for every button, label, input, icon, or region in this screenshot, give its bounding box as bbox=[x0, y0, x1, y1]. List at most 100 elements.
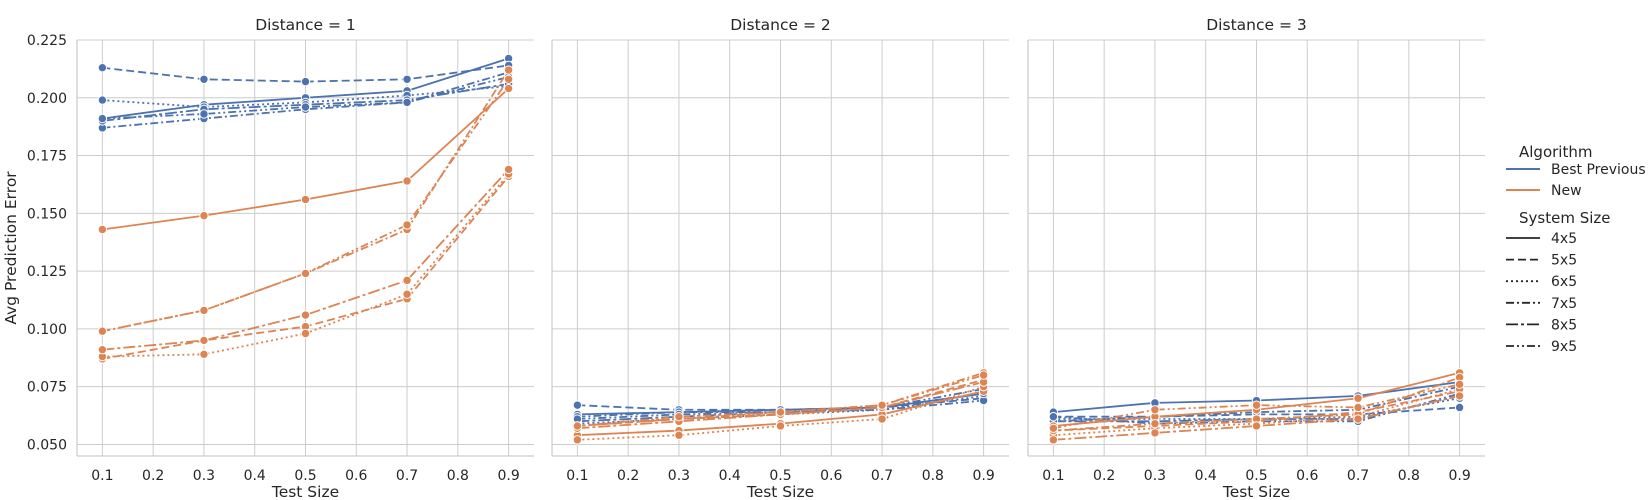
legend-item-7x5: 7x5 bbox=[1506, 296, 1577, 312]
data-point bbox=[1048, 412, 1059, 422]
x-tick-label: 0.8 bbox=[447, 468, 469, 484]
x-tick-label: 0.5 bbox=[294, 468, 316, 484]
panel-title: Distance = 3 bbox=[1206, 16, 1306, 34]
data-point bbox=[300, 194, 311, 205]
data-point bbox=[300, 76, 311, 87]
legend-item-new: New bbox=[1506, 183, 1582, 199]
y-axis-title: Avg Prediction Error bbox=[2, 171, 20, 325]
x-tick-label: 0.8 bbox=[1398, 468, 1420, 484]
data-point bbox=[1353, 393, 1363, 403]
series-markers bbox=[572, 368, 989, 445]
data-point bbox=[1251, 421, 1262, 431]
legend-item-best-previous: Best Previous bbox=[1506, 162, 1646, 178]
legend-item-5x5: 5x5 bbox=[1506, 253, 1577, 269]
data-point bbox=[1150, 428, 1160, 438]
data-point bbox=[674, 430, 684, 440]
y-tick-label: 0.200 bbox=[27, 91, 67, 107]
series-line-best-previous-8x5 bbox=[577, 392, 984, 423]
data-point bbox=[402, 275, 412, 286]
data-point bbox=[97, 224, 108, 235]
series-markers bbox=[97, 53, 514, 364]
data-point bbox=[503, 164, 514, 175]
legend-label: Best Previous bbox=[1551, 162, 1646, 178]
data-point bbox=[300, 328, 311, 339]
data-point bbox=[402, 176, 412, 186]
chart-panels: 0.1 0.2 0.3 0.4 0.5 0.6 0.7 0.8 0.9 0.050 0.075 0.1… bbox=[2, 16, 1485, 500]
series-line-best-previous-5x5 bbox=[577, 397, 984, 411]
series-markers bbox=[1048, 368, 1465, 445]
data-point bbox=[674, 412, 684, 422]
x-tick-label: 0.7 bbox=[396, 468, 418, 484]
x-axis-title: Test Size bbox=[746, 483, 814, 500]
x-tick-label: 0.2 bbox=[617, 468, 639, 484]
data-point bbox=[775, 421, 786, 431]
data-point bbox=[1048, 435, 1059, 445]
legend-label: 8x5 bbox=[1551, 317, 1577, 333]
y-tick-label: 0.100 bbox=[27, 322, 67, 338]
x-axis-title: Test Size bbox=[1222, 483, 1290, 500]
data-point bbox=[1454, 379, 1465, 390]
data-point bbox=[503, 74, 514, 84]
data-point bbox=[300, 268, 311, 279]
x-tick-label: 0.3 bbox=[668, 468, 690, 484]
x-tick-label: 0.7 bbox=[1347, 468, 1369, 484]
legend-label: 4x5 bbox=[1551, 231, 1577, 247]
data-point bbox=[402, 74, 412, 84]
x-tick-label: 0.4 bbox=[1195, 468, 1217, 484]
x-tick-label: 0.6 bbox=[820, 468, 842, 484]
y-tick-label: 0.125 bbox=[27, 264, 67, 280]
data-point bbox=[97, 95, 108, 105]
x-tick-label: 0.3 bbox=[1144, 468, 1166, 484]
x-tick-label: 0.1 bbox=[566, 468, 588, 484]
data-point bbox=[199, 305, 209, 316]
data-point bbox=[402, 289, 412, 299]
series-line-new-8x5 bbox=[577, 381, 984, 430]
data-point bbox=[199, 210, 209, 221]
panel-2: 0.1 0.2 0.3 0.4 0.5 0.6 0.7 0.8 0.9 Distance = 2 T… bbox=[551, 16, 1009, 500]
legend-label: 7x5 bbox=[1551, 296, 1577, 312]
data-point bbox=[199, 335, 209, 346]
series-line-best-previous-5x5 bbox=[102, 64, 509, 83]
data-point bbox=[199, 109, 209, 119]
y-tick-label: 0.225 bbox=[27, 33, 67, 49]
data-point bbox=[503, 65, 514, 75]
data-point bbox=[300, 310, 311, 320]
x-axis-title: Test Size bbox=[271, 483, 339, 500]
x-tick-label: 0.2 bbox=[142, 468, 164, 484]
data-point bbox=[199, 349, 209, 360]
data-point bbox=[1150, 405, 1160, 415]
legend-label: 5x5 bbox=[1551, 253, 1577, 269]
legend-label: 6x5 bbox=[1551, 274, 1577, 290]
x-tick-label: 0.6 bbox=[1296, 468, 1318, 484]
series-line-new-8x5 bbox=[1053, 395, 1460, 441]
panel-3: 0.1 0.2 0.3 0.4 0.5 0.6 0.7 0.8 0.9 Distance = 3 T… bbox=[1027, 16, 1485, 500]
panel-title: Distance = 2 bbox=[730, 16, 830, 34]
legend-label: 9x5 bbox=[1551, 339, 1577, 355]
series-line-new-5x5 bbox=[1053, 390, 1460, 432]
legend-item-6x5: 6x5 bbox=[1506, 274, 1577, 290]
data-point bbox=[97, 63, 108, 73]
series-line-new-6x5 bbox=[577, 385, 984, 441]
x-tick-label: 0.4 bbox=[244, 468, 266, 484]
y-tick-label: 0.050 bbox=[27, 437, 67, 453]
x-tick-label: 0.9 bbox=[972, 468, 994, 484]
data-point bbox=[402, 97, 412, 108]
x-tick-label: 0.6 bbox=[345, 468, 367, 484]
panel-1: 0.1 0.2 0.3 0.4 0.5 0.6 0.7 0.8 0.9 0.050 0.075 0.1… bbox=[2, 16, 534, 500]
data-point bbox=[572, 435, 583, 445]
data-point bbox=[775, 407, 786, 417]
data-point bbox=[97, 113, 108, 124]
data-point bbox=[1353, 402, 1363, 413]
data-point bbox=[97, 326, 108, 336]
panel-title: Distance = 1 bbox=[255, 16, 355, 34]
data-point bbox=[572, 421, 583, 431]
series-lines bbox=[577, 371, 984, 441]
legend-item-8x5: 8x5 bbox=[1506, 317, 1577, 333]
x-tick-label: 0.8 bbox=[922, 468, 944, 484]
data-point bbox=[199, 74, 209, 84]
y-tick-label: 0.175 bbox=[27, 149, 67, 165]
legend-item-4x5: 4x5 bbox=[1506, 231, 1577, 247]
series-line-new-6x5 bbox=[1053, 388, 1460, 437]
legend-item-9x5: 9x5 bbox=[1506, 339, 1577, 355]
